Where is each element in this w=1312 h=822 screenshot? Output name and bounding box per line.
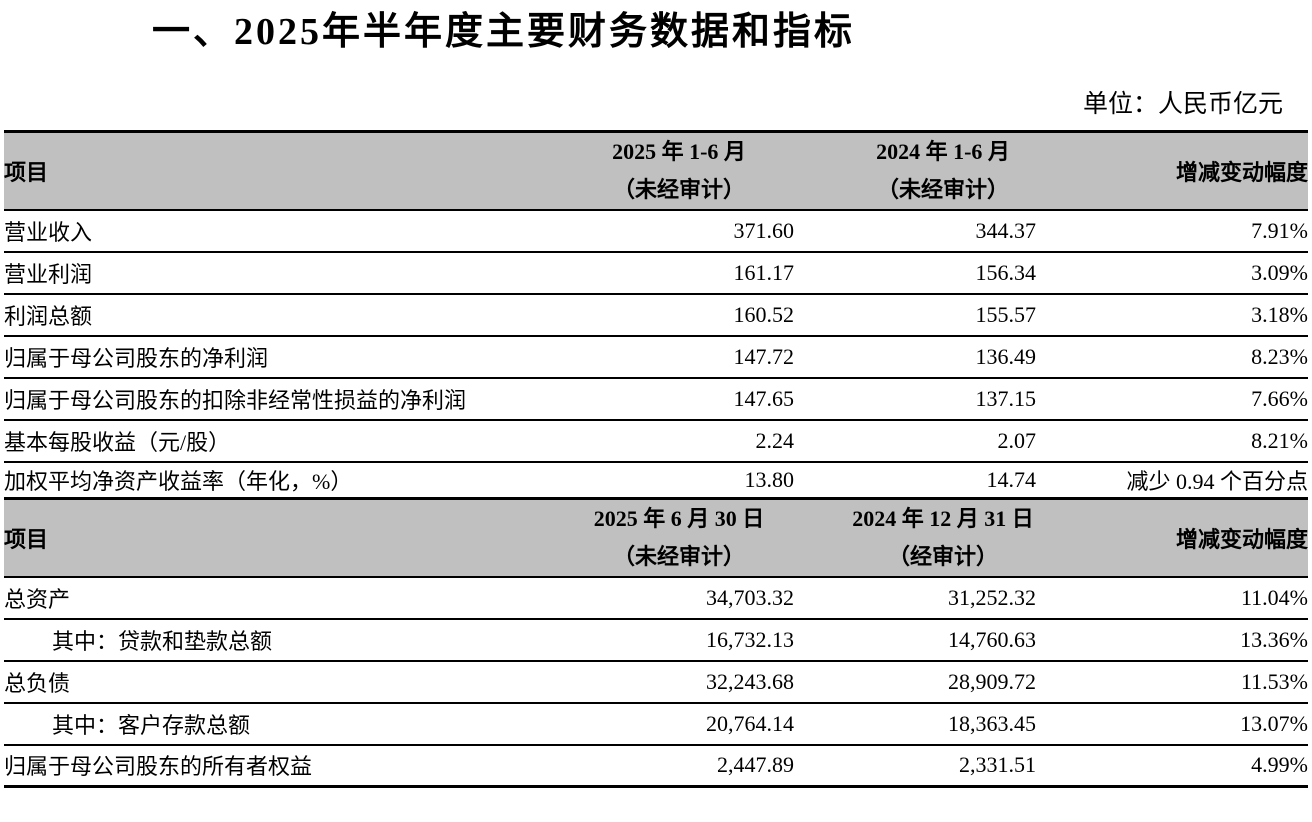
- item-label: 利润总额: [4, 293, 564, 337]
- header-line: （经审计）: [887, 543, 998, 569]
- section2-header-2024-date: 2024 年 12 月 31 日 （经审计）: [794, 496, 1036, 578]
- table-row-weighted-avg-roe: 加权平均净资产收益率（年化，%） 13.80 14.74 减少 0.94 个百分…: [4, 461, 1308, 499]
- item-label: 总资产: [4, 575, 564, 620]
- change-value: 4.99%: [1036, 743, 1308, 788]
- header-line: 2024 年 12 月 31 日: [852, 505, 1034, 531]
- item-label: 加权平均净资产收益率（年化，%）: [4, 461, 564, 499]
- table-row-net-profit-excl-nonrecurring: 归属于母公司股东的扣除非经常性损益的净利润 147.65 137.15 7.66…: [4, 377, 1308, 421]
- value-2024: 156.34: [794, 251, 1036, 295]
- unit-label: 单位：人民币亿元: [1082, 91, 1283, 118]
- value-2025: 13.80: [564, 461, 794, 499]
- value-2024: 14,760.63: [794, 617, 1036, 662]
- value-2024: 344.37: [794, 209, 1036, 253]
- value-2024: 14.74: [794, 461, 1036, 499]
- change-value: 3.09%: [1036, 251, 1308, 295]
- table-row-total-assets: 总资产 34,703.32 31,252.32 11.04%: [4, 575, 1308, 620]
- section1-header-2024-period: 2024 年 1-6 月 （未经审计）: [794, 130, 1036, 211]
- header-line: （未经审计）: [612, 543, 745, 569]
- header-line: （未经审计）: [876, 177, 1009, 202]
- change-value: 11.53%: [1036, 659, 1308, 704]
- table-row-loans-and-advances: 其中：贷款和垫款总额 16,732.13 14,760.63 13.36%: [4, 617, 1308, 662]
- header-line: 2024 年 1-6 月: [876, 139, 1010, 164]
- section1-header-row: 项目 2025 年 1-6 月 （未经审计） 2024 年 1-6 月 （未经审…: [4, 130, 1308, 211]
- value-2025: 371.60: [564, 209, 794, 253]
- section2-header-change: 增减变动幅度: [1036, 496, 1308, 578]
- section2-header-item: 项目: [4, 496, 564, 578]
- value-2024: 2,331.51: [794, 743, 1036, 788]
- table-row-equity-parent: 归属于母公司股东的所有者权益 2,447.89 2,331.51 4.99%: [4, 743, 1308, 788]
- header-line: 2025 年 1-6 月: [612, 139, 746, 164]
- item-label: 其中：贷款和垫款总额: [4, 617, 564, 662]
- value-2025: 32,243.68: [564, 659, 794, 704]
- table-row-total-profit: 利润总额 160.52 155.57 3.18%: [4, 293, 1308, 337]
- table-row-operating-income: 营业收入 371.60 344.37 7.91%: [4, 209, 1308, 253]
- change-value: 8.21%: [1036, 419, 1308, 463]
- section1-header-change: 增减变动幅度: [1036, 130, 1308, 211]
- page-title: 一、2025年半年度主要财务数据和指标: [152, 11, 856, 53]
- item-label: 基本每股收益（元/股）: [4, 419, 564, 463]
- change-value: 8.23%: [1036, 335, 1308, 379]
- change-value: 13.36%: [1036, 617, 1308, 662]
- item-label: 营业收入: [4, 209, 564, 253]
- table-row-net-profit-parent: 归属于母公司股东的净利润 147.72 136.49 8.23%: [4, 335, 1308, 379]
- value-2025: 161.17: [564, 251, 794, 295]
- table-row-customer-deposits: 其中：客户存款总额 20,764.14 18,363.45 13.07%: [4, 701, 1308, 746]
- item-label: 归属于母公司股东的净利润: [4, 335, 564, 379]
- item-label: 营业利润: [4, 251, 564, 295]
- section2-header-row: 项目 2025 年 6 月 30 日 （未经审计） 2024 年 12 月 31…: [4, 496, 1308, 578]
- section1-header-2025-period: 2025 年 1-6 月 （未经审计）: [564, 130, 794, 211]
- section2-header-2025-date: 2025 年 6 月 30 日 （未经审计）: [564, 496, 794, 578]
- value-2024: 136.49: [794, 335, 1036, 379]
- value-2025: 160.52: [564, 293, 794, 337]
- table-row-basic-eps: 基本每股收益（元/股） 2.24 2.07 8.21%: [4, 419, 1308, 463]
- change-value: 7.66%: [1036, 377, 1308, 421]
- change-value: 减少 0.94 个百分点: [1036, 461, 1308, 499]
- value-2024: 137.15: [794, 377, 1036, 421]
- table-row-operating-profit: 营业利润 161.17 156.34 3.09%: [4, 251, 1308, 295]
- value-2025: 34,703.32: [564, 575, 794, 620]
- header-line: 2025 年 6 月 30 日: [593, 505, 765, 531]
- item-label: 归属于母公司股东的所有者权益: [4, 743, 564, 788]
- section1-header-item: 项目: [4, 130, 564, 211]
- value-2024: 18,363.45: [794, 701, 1036, 746]
- change-value: 7.91%: [1036, 209, 1308, 253]
- item-label: 归属于母公司股东的扣除非经常性损益的净利润: [4, 377, 564, 421]
- value-2025: 147.65: [564, 377, 794, 421]
- financial-summary-table: 项目 2025 年 1-6 月 （未经审计） 2024 年 1-6 月 （未经审…: [4, 130, 1308, 788]
- value-2025: 2.24: [564, 419, 794, 463]
- value-2025: 20,764.14: [564, 701, 794, 746]
- value-2025: 16,732.13: [564, 617, 794, 662]
- change-value: 11.04%: [1036, 575, 1308, 620]
- value-2024: 2.07: [794, 419, 1036, 463]
- value-2024: 155.57: [794, 293, 1036, 337]
- value-2024: 31,252.32: [794, 575, 1036, 620]
- table-row-total-liabilities: 总负债 32,243.68 28,909.72 11.53%: [4, 659, 1308, 704]
- value-2025: 147.72: [564, 335, 794, 379]
- value-2025: 2,447.89: [564, 743, 794, 788]
- change-value: 3.18%: [1036, 293, 1308, 337]
- header-line: （未经审计）: [612, 177, 745, 202]
- value-2024: 28,909.72: [794, 659, 1036, 704]
- change-value: 13.07%: [1036, 701, 1308, 746]
- item-label: 其中：客户存款总额: [4, 701, 564, 746]
- item-label: 总负债: [4, 659, 564, 704]
